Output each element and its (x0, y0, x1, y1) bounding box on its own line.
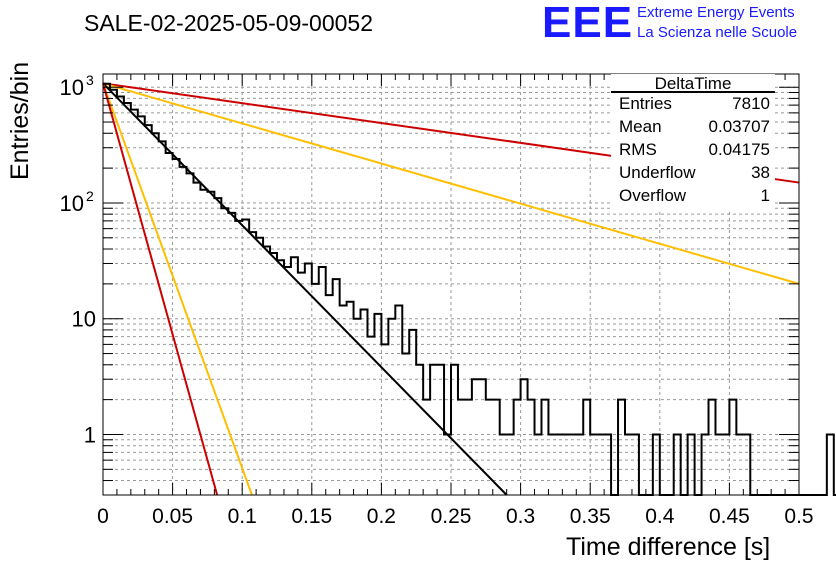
y-axis-label: Entries/bin (6, 61, 34, 180)
x-axis-label: Time difference [s] (566, 533, 771, 561)
stats-title: DeltaTime (655, 74, 732, 93)
y-tick-label: 10 (60, 75, 84, 100)
stats-value: 38 (751, 163, 770, 182)
stats-value: 7810 (732, 94, 770, 113)
stats-label: Mean (619, 117, 662, 136)
y-tick-label: 10 (72, 307, 96, 332)
stats-label: Underflow (619, 163, 696, 182)
histogram-series (103, 82, 836, 496)
x-tick-label: 0.05 (152, 505, 193, 528)
fit-line-3 (102, 82, 508, 496)
run-title: SALE-02-2025-05-09-00052 (84, 10, 373, 36)
y-tick-label: 10 (60, 191, 84, 216)
y-tick-exponent: 3 (86, 72, 94, 88)
fit-line-4 (102, 82, 253, 496)
fit-line-5 (102, 83, 219, 496)
x-tick-label: 0.35 (570, 505, 611, 528)
x-tick-label: 0.45 (709, 505, 750, 528)
y-tick-label: 1 (84, 422, 96, 447)
stats-value: 1 (761, 186, 770, 205)
eee-logo: EEE (542, 0, 634, 47)
x-tick-label: 0.5 (784, 505, 813, 528)
x-tick-label: 0.2 (367, 505, 396, 528)
stats-label: Overflow (619, 186, 687, 205)
x-tick-label: 0 (97, 505, 109, 528)
stats-label: Entries (619, 94, 672, 113)
stats-label: RMS (619, 140, 657, 159)
x-tick-label: 0.4 (645, 505, 675, 528)
stats-box: DeltaTime Entries 7810 Mean 0.03707 RMS 0.041… (611, 74, 775, 212)
x-tick-label: 0.15 (291, 505, 332, 528)
stats-value: 0.04175 (709, 140, 770, 159)
y-tick-exponent: 2 (86, 188, 94, 204)
logo-line-1: Extreme Energy Events (637, 4, 795, 21)
x-tick-label: 0.3 (506, 505, 535, 528)
logo-line-2: La Scienza nelle Scuole (637, 24, 798, 41)
x-tick-label: 0.25 (431, 505, 472, 528)
fit-line-2 (102, 82, 800, 285)
x-tick-label: 0.1 (228, 505, 257, 528)
stats-value: 0.03707 (709, 117, 770, 136)
x-tick-labels: 0 0.05 0.1 0.15 0.2 0.25 0.3 0.35 0.4 0.45 0.5 (97, 505, 813, 528)
